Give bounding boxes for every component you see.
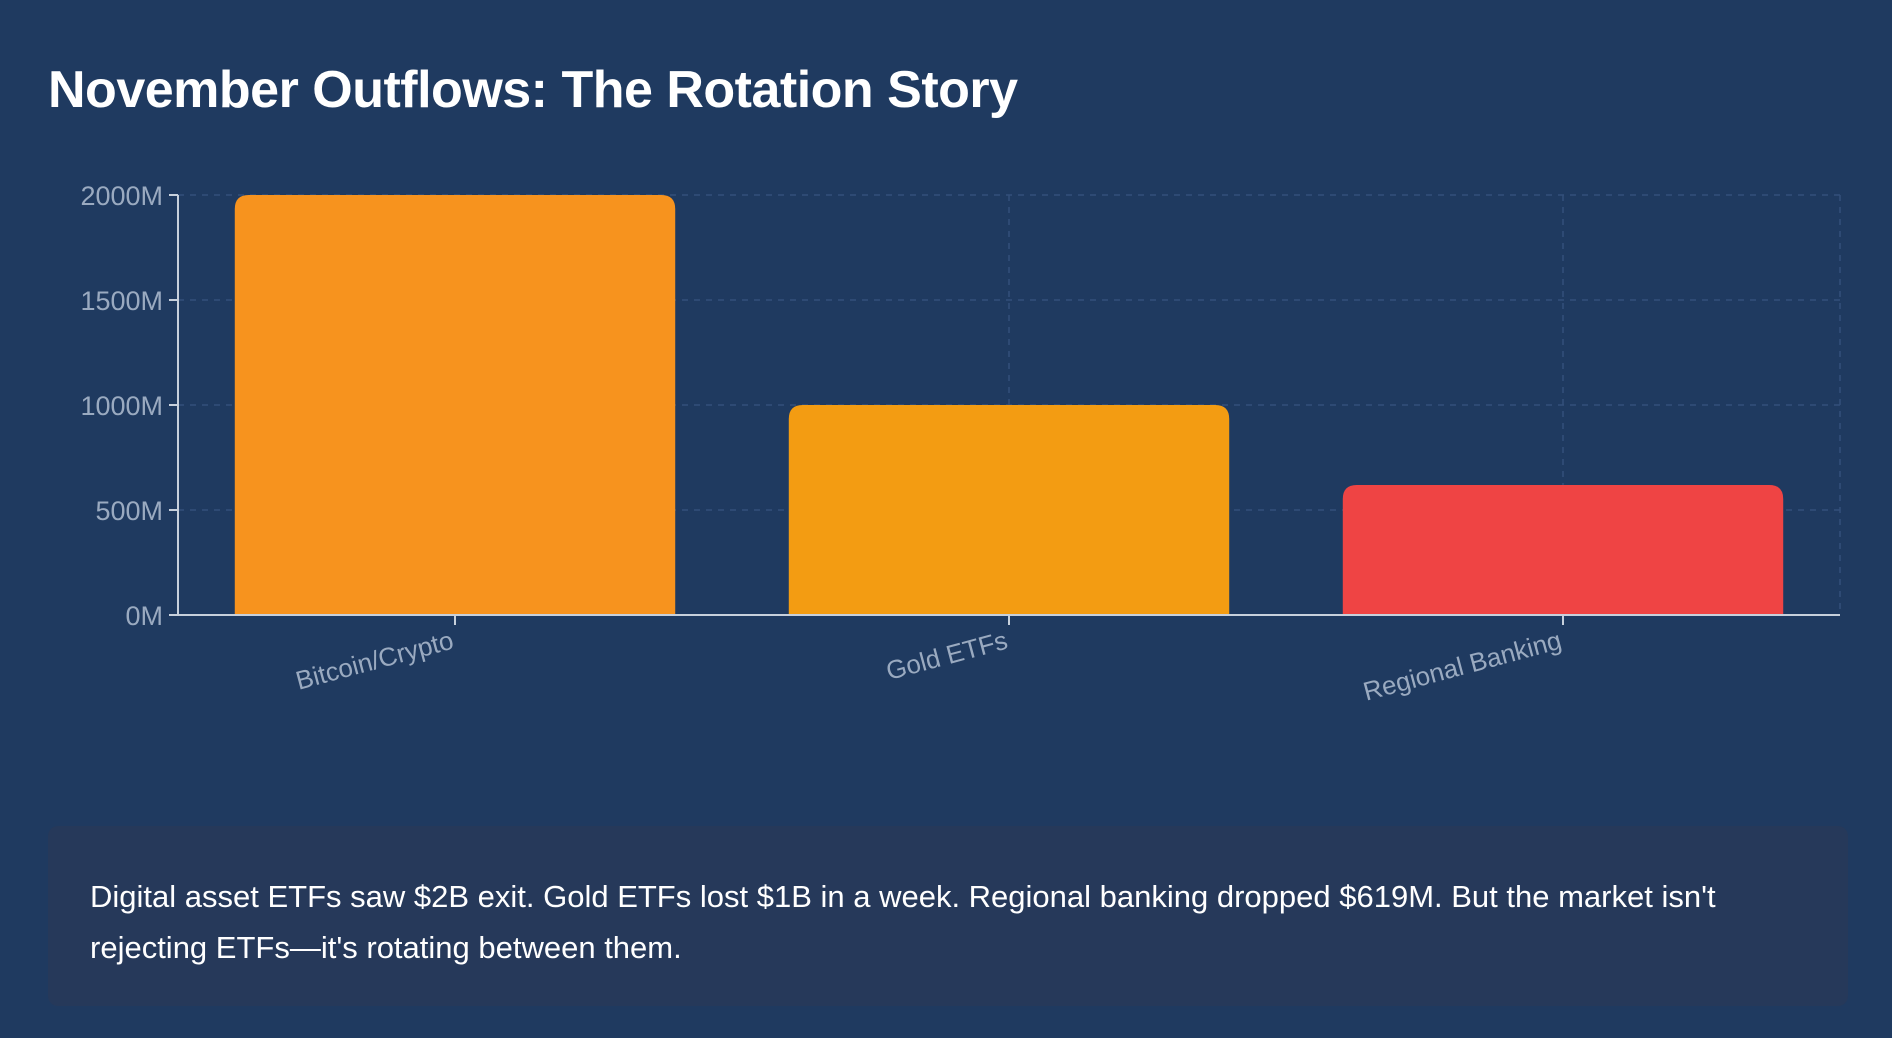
bar-regional-banking <box>1343 485 1783 615</box>
y-tick-labels: 0M 500M 1000M 1500M 2000M <box>80 181 163 631</box>
insight-text: Digital asset ETFs saw $2B exit. Gold ET… <box>90 871 1808 973</box>
x-tick-labels: Bitcoin/Crypto Gold ETFs Regional Banking <box>292 625 1564 707</box>
outflows-bar-chart: 0M 500M 1000M 1500M 2000M Bitcoin/Crypto Gold… <box>0 0 1892 800</box>
x-tick-label: Bitcoin/Crypto <box>292 625 456 696</box>
y-tick-label: 2000M <box>80 181 163 211</box>
bar-gold-etfs <box>789 405 1229 615</box>
bar-bitcoin-crypto <box>235 195 675 615</box>
x-tick-label: Regional Banking <box>1360 625 1565 707</box>
insight-callout: Digital asset ETFs saw $2B exit. Gold ET… <box>48 826 1848 1006</box>
y-tick-label: 0M <box>125 601 163 631</box>
x-tick-label: Gold ETFs <box>883 625 1011 686</box>
y-tick-label: 1000M <box>80 391 163 421</box>
y-tick-label: 500M <box>95 496 163 526</box>
y-tick-label: 1500M <box>80 286 163 316</box>
